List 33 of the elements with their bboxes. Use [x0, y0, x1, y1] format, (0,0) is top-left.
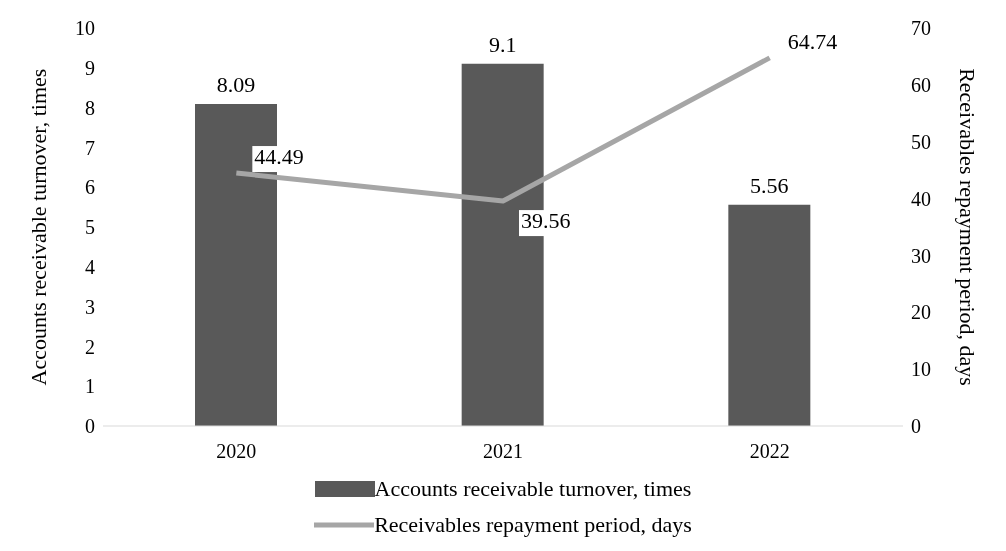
y2-tick-label: 30	[911, 244, 931, 267]
y-tick-label: 10	[75, 17, 95, 40]
x-tick-label: 2021	[483, 440, 523, 463]
y-tick-label: 9	[85, 56, 95, 79]
y2-tick-label: 0	[911, 415, 921, 438]
y2-tick-label: 20	[911, 301, 931, 324]
x-tick-label: 2022	[749, 440, 790, 463]
y-tick-label: 8	[85, 96, 95, 119]
y-tick-label: 1	[85, 375, 95, 398]
data-label: 9.1	[488, 31, 517, 57]
data-label: 8.09	[216, 72, 256, 98]
y2-axis-title: Receivables repayment period, days	[955, 68, 981, 386]
y-tick-label: 5	[85, 216, 95, 239]
y2-tick-label: 40	[911, 187, 931, 210]
y2-tick-label: 70	[911, 17, 931, 40]
data-label: 44.49	[254, 144, 304, 170]
y2-tick-label: 50	[911, 130, 931, 153]
y-axis-title: Accounts receivable turnover, times	[25, 68, 51, 386]
data-label: 39.56	[521, 208, 571, 234]
legend-label: Receivables repayment period, days	[374, 512, 692, 538]
y-tick-label: 2	[85, 335, 95, 358]
y-tick-label: 4	[85, 255, 95, 278]
data-label: 5.56	[750, 172, 789, 198]
y2-tick-label: 10	[911, 358, 931, 381]
y-tick-label: 3	[85, 295, 95, 318]
y-tick-label: 7	[85, 136, 95, 159]
bar	[728, 204, 811, 426]
y-tick-label: 6	[85, 176, 95, 199]
x-tick-label: 2020	[216, 440, 257, 463]
legend-label: Accounts receivable turnover, times	[374, 476, 692, 502]
y-tick-label: 0	[85, 415, 95, 438]
data-label: 64.74	[787, 28, 838, 54]
y2-tick-label: 60	[911, 73, 931, 96]
